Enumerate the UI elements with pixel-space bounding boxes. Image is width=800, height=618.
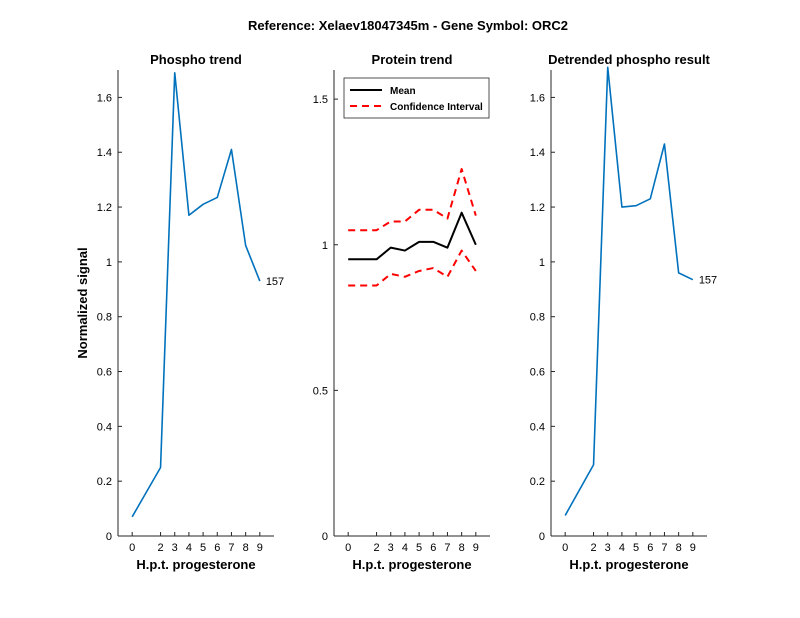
x-tick-label: 6	[430, 542, 436, 554]
figure-suptitle: Reference: Xelaev18047345m - Gene Symbol…	[248, 18, 568, 33]
chart-panel-1: Phospho trend 0 0.2 0.4 0.6 0.8 1 1.2 1.4 1.6 0 2 3 4…	[75, 52, 284, 572]
series-end-annotation: 157	[266, 276, 284, 288]
y-tick-label: 0.8	[530, 312, 545, 324]
x-tick-label: 4	[402, 542, 408, 554]
legend: Mean Confidence Interval	[343, 77, 490, 119]
chart-panel-3: Detrended phospho result 0 0.2 0.4 0.6 0.8 1 1.…	[530, 52, 717, 572]
y-tick-label: 1.2	[97, 202, 112, 214]
series-line-mean	[348, 211, 477, 261]
y-axis-label: Normalized signal	[75, 247, 90, 358]
legend-label: Mean	[390, 86, 416, 97]
series-line-confidence-interval	[348, 168, 477, 232]
y-tick-label: 0	[539, 531, 545, 543]
legend-label: Confidence Interval	[390, 102, 483, 113]
x-tick-label: 3	[172, 542, 178, 554]
y-tick-label: 0	[322, 531, 328, 543]
x-tick-label: 6	[214, 542, 220, 554]
y-tick-label: 1.6	[97, 92, 112, 104]
series-line	[131, 71, 261, 518]
y-tick-label: 1.4	[97, 147, 112, 159]
x-axis-label: H.p.t. progesterone	[352, 557, 471, 572]
x-tick-label: 2	[590, 542, 596, 554]
y-tick-label: 1	[106, 257, 112, 269]
x-tick-label: 5	[200, 542, 206, 554]
y-tick-label: 1.6	[530, 92, 545, 104]
y-tick-label: 1	[539, 257, 545, 269]
x-tick-label: 7	[661, 542, 667, 554]
x-tick-label: 2	[373, 542, 379, 554]
x-tick-label: 5	[416, 542, 422, 554]
x-tick-label: 6	[647, 542, 653, 554]
y-tick-label: 0.4	[97, 421, 112, 433]
y-tick-label: 0.2	[530, 476, 545, 488]
series-line	[564, 66, 694, 516]
y-tick-label: 0.5	[313, 385, 328, 397]
series-line-confidence-lower	[348, 249, 477, 287]
x-tick-label: 3	[605, 542, 611, 554]
x-tick-label: 7	[228, 542, 234, 554]
series-end-annotation: 157	[699, 275, 717, 287]
y-tick-label: 1.2	[530, 202, 545, 214]
x-tick-label: 2	[157, 542, 163, 554]
y-tick-label: 0.2	[97, 476, 112, 488]
x-tick-label: 5	[633, 542, 639, 554]
x-tick-label: 0	[562, 542, 568, 554]
x-axis-label: H.p.t. progesterone	[569, 557, 688, 572]
x-tick-label: 4	[186, 542, 192, 554]
x-tick-label: 8	[459, 542, 465, 554]
x-tick-label: 4	[619, 542, 625, 554]
x-tick-label: 8	[676, 542, 682, 554]
y-tick-label: 0.6	[97, 367, 112, 379]
y-tick-label: 1.4	[530, 147, 545, 159]
x-axis-label: H.p.t. progesterone	[136, 557, 255, 572]
chart-title: Protein trend	[372, 52, 453, 67]
y-tick-label: 1.5	[313, 94, 328, 106]
y-tick-label: 0.6	[530, 367, 545, 379]
legend-box	[343, 77, 490, 119]
y-tick-label: 0.4	[530, 421, 545, 433]
y-tick-label: 0	[106, 531, 112, 543]
chart-title: Phospho trend	[150, 52, 242, 67]
chart-title: Detrended phospho result	[548, 52, 710, 67]
x-tick-label: 9	[473, 542, 479, 554]
chart-panel-2: Protein trend 0 0.5 1 1.5 0 2 3 4 5 6 7 8 9H.p.t. pro…	[313, 52, 490, 572]
y-tick-label: 0.8	[97, 312, 112, 324]
x-tick-label: 8	[243, 542, 249, 554]
x-tick-label: 7	[444, 542, 450, 554]
x-tick-label: 9	[257, 542, 263, 554]
x-tick-label: 0	[129, 542, 135, 554]
x-tick-label: 9	[690, 542, 696, 554]
x-tick-label: 0	[345, 542, 351, 554]
y-tick-label: 1	[322, 240, 328, 252]
x-tick-label: 3	[388, 542, 394, 554]
